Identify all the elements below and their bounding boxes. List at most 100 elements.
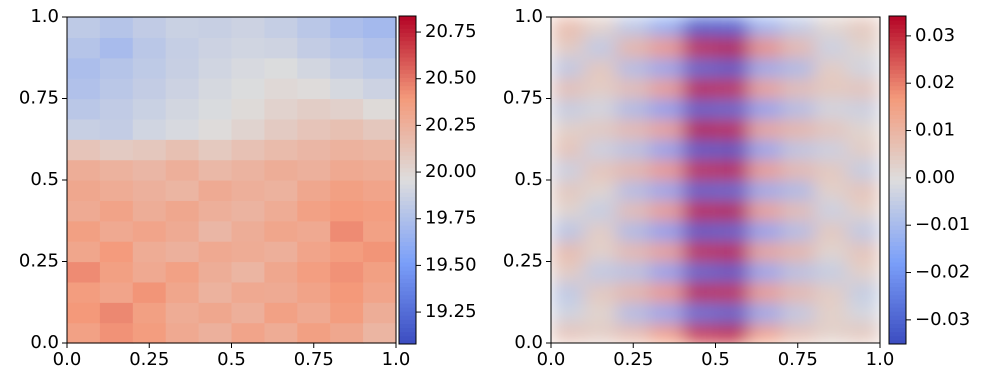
colorbar-tick-label: −0.01 — [915, 214, 970, 235]
colorbar-segment — [889, 163, 906, 169]
heat-cell — [847, 17, 880, 38]
heat-cell — [264, 159, 298, 181]
heat-cell — [781, 322, 815, 343]
heat-cell — [551, 159, 585, 181]
heat-cell — [330, 78, 364, 100]
heat-cell — [330, 302, 364, 324]
heat-cell — [363, 159, 397, 181]
colorbar-segment — [889, 139, 906, 144]
colorbar-segment — [399, 225, 416, 230]
colorbar-segment — [889, 298, 906, 304]
colorbar-segment — [399, 311, 416, 316]
heat-cell — [67, 78, 101, 100]
heat-cell — [198, 98, 233, 120]
heat-cell — [616, 17, 651, 38]
colorbar-segment — [399, 266, 416, 271]
heat-cell — [847, 78, 880, 100]
colorbar-segment — [399, 159, 416, 165]
heat-cell — [67, 241, 101, 263]
heat-cell — [99, 139, 134, 161]
heat-cell — [165, 261, 200, 283]
colorbar-segment — [399, 57, 416, 62]
heat-cell — [682, 322, 717, 343]
heat-cell — [99, 78, 134, 100]
x-tick-label: 0.25 — [613, 349, 653, 370]
heat-cell — [165, 139, 200, 161]
heat-cell — [330, 37, 364, 59]
heat-cell — [99, 57, 134, 79]
heat-cell — [132, 37, 167, 59]
colorbar-segment — [889, 85, 906, 91]
heat-cell — [583, 57, 618, 79]
heat-cell — [551, 200, 585, 222]
heat-cell — [682, 159, 717, 181]
colorbar-segment — [889, 143, 906, 148]
heat-cell — [132, 281, 167, 303]
heat-cell — [198, 78, 233, 100]
heat-cell — [616, 118, 651, 140]
heat-cell — [264, 57, 298, 79]
colorbar-segment — [889, 16, 906, 21]
colorbar-segment — [399, 249, 416, 255]
heat-cell — [231, 78, 265, 100]
colorbar-segment — [889, 167, 906, 173]
x-tick-label: 1.0 — [866, 349, 895, 370]
colorbar-segment — [399, 204, 416, 210]
colorbar-segment — [399, 303, 416, 308]
colorbar-segment — [399, 171, 416, 177]
colorbar-segment — [399, 282, 416, 288]
heat-cell — [67, 220, 101, 242]
heat-cell — [814, 241, 848, 263]
heat-cell — [682, 139, 717, 161]
heat-cell — [814, 220, 848, 242]
colorbar-segment — [399, 192, 416, 197]
heat-cell — [363, 118, 397, 140]
y-tick-label: 0.25 — [19, 251, 59, 272]
heat-cell — [781, 180, 815, 201]
heat-cell — [649, 118, 684, 140]
heat-cell — [165, 281, 200, 303]
heat-cell — [67, 139, 101, 161]
colorbar-segment — [889, 245, 906, 251]
heat-cell — [814, 78, 848, 100]
heat-cell — [649, 302, 684, 324]
colorbar-segment — [889, 118, 906, 124]
heat-cell — [551, 241, 585, 263]
heat-cell — [330, 180, 364, 201]
colorbar-segment — [399, 126, 416, 132]
colorbar-segment — [399, 16, 416, 21]
heat-cell — [231, 241, 265, 263]
heat-cell — [682, 78, 717, 100]
colorbar-segment — [889, 61, 906, 66]
heat-cell — [330, 118, 364, 140]
colorbar-segment — [399, 315, 416, 320]
heat-cell — [715, 17, 749, 38]
colorbar-segment — [889, 303, 906, 308]
colorbar-segment — [889, 28, 906, 33]
heat-cell — [847, 261, 880, 283]
heat-cell — [363, 281, 397, 303]
heat-cell — [297, 281, 331, 303]
heat-cell — [297, 57, 331, 79]
heat-cell — [165, 322, 200, 344]
heat-cell — [99, 261, 134, 283]
colorbar-segment — [399, 274, 416, 279]
heat-cell — [583, 37, 618, 59]
x-tick-label: 0.0 — [537, 349, 566, 370]
heat-cell — [363, 57, 397, 79]
heat-cell — [330, 322, 364, 344]
heat-cell — [330, 98, 364, 120]
heat-cell — [649, 37, 684, 59]
heat-cell — [99, 159, 134, 181]
heat-cell — [198, 180, 233, 201]
colorbar-segment — [889, 73, 906, 78]
heat-cell — [583, 241, 618, 263]
colorbar-segment — [889, 274, 906, 279]
heat-cell — [847, 159, 880, 181]
heat-cell — [682, 281, 717, 303]
heatmap-cells — [551, 17, 880, 343]
colorbar-segment — [889, 327, 906, 333]
colorbar-segment — [399, 339, 416, 345]
colorbar-tick-label: 19.75 — [425, 208, 477, 229]
heat-cell — [616, 159, 651, 181]
